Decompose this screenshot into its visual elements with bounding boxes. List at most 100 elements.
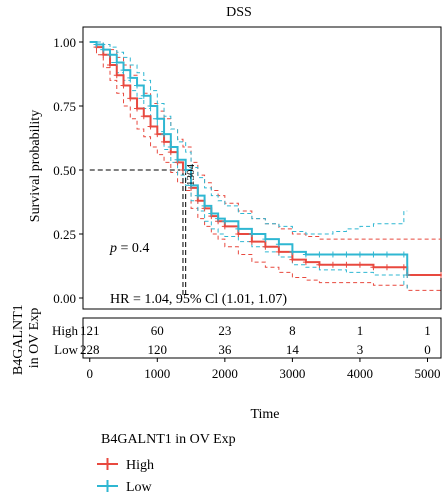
y-tick-label: 0.00 [53, 291, 76, 306]
censor-mark-low [194, 192, 201, 199]
censor-mark-low [215, 215, 222, 222]
censor-mark-low [134, 82, 141, 89]
risk-row-label: High [52, 323, 79, 338]
censor-mark-low [235, 225, 242, 232]
risk-count: 3 [357, 342, 364, 357]
censor-mark-low [127, 74, 134, 81]
y-tick-label: 1.00 [53, 35, 76, 50]
censor-mark-high [107, 62, 114, 69]
risk-count: 23 [218, 323, 231, 338]
censor-marks [93, 41, 442, 278]
x-tick-label: 1000 [144, 366, 170, 381]
censor-mark-high [113, 72, 120, 79]
censor-mark-low [100, 46, 107, 53]
y-axis-label: Survival probability [28, 110, 43, 222]
x-tick-label: 3000 [279, 366, 305, 381]
plot-border [82, 26, 442, 310]
censor-mark-high [370, 264, 377, 271]
risk-count: 60 [151, 323, 164, 338]
x-tick-label: 2000 [212, 366, 238, 381]
y-tick-label: 0.50 [53, 163, 76, 178]
censor-mark-high [140, 113, 147, 120]
censor-mark-low [400, 251, 407, 258]
x-axis-label: Time [250, 407, 279, 422]
x-tick-label: 0 [87, 366, 94, 381]
censor-mark-low [356, 251, 363, 258]
legend-title: B4GALNT1 in OV Exp [101, 432, 236, 447]
p-value-annotation: p = 0.4 [109, 241, 149, 256]
censor-mark-low [343, 251, 350, 258]
censor-mark-low [120, 67, 127, 74]
censor-mark-low [316, 251, 323, 258]
risk-count: 1 [424, 323, 431, 338]
y-tick-label: 0.25 [53, 227, 76, 242]
censor-mark-high [343, 261, 350, 268]
x-axis-ticks: 0 1000 2000 3000 4000 5000 [87, 358, 440, 381]
risk-count: 228 [80, 342, 100, 357]
censor-mark-low [201, 202, 208, 209]
x-tick-label: 4000 [347, 366, 373, 381]
risk-count: 14 [286, 342, 300, 357]
censor-mark-low [248, 231, 255, 237]
censor-mark-low [383, 251, 390, 258]
censor-mark-low [262, 236, 269, 243]
censor-mark-low [167, 143, 174, 150]
censor-mark-low [208, 210, 215, 217]
censor-mark-high [289, 256, 296, 263]
chart-title: DSS [226, 5, 252, 20]
censor-mark-high [100, 51, 107, 58]
censor-mark-high [221, 223, 228, 230]
censor-mark-low [113, 59, 120, 66]
censor-mark-high [400, 264, 407, 271]
x-tick-label: 5000 [414, 366, 440, 381]
censor-mark-high [147, 123, 154, 130]
censor-mark-low [147, 103, 154, 109]
censor-mark-high [120, 82, 127, 89]
censor-mark-high [329, 261, 336, 268]
censor-mark-high [356, 261, 363, 268]
censor-mark-low [107, 51, 114, 58]
ci-upper-low [89, 41, 408, 235]
risk-count: 8 [289, 323, 296, 338]
risk-table: B4GALNT1 in OV Exp High 121 60 23 8 1 1 Low 228 1… [11, 301, 442, 422]
censor-mark-high [194, 197, 201, 204]
censor-mark-low [275, 241, 282, 248]
median-survival-lines [89, 169, 187, 298]
risk-table-title-line-2: in OV Exp [27, 308, 42, 368]
p-symbol: p [109, 241, 117, 256]
censor-mark-high [262, 243, 269, 250]
legend-label-high: High [126, 458, 154, 473]
legend-entries: High Low [97, 458, 154, 495]
censor-mark-high [134, 105, 141, 112]
censor-mark-low [289, 248, 296, 255]
hazard-ratio-annotation: HR = 1.04, 95% Cl (1.01, 1.07) [110, 292, 287, 307]
censor-mark-high [248, 238, 255, 245]
y-axis-ticks: 0.00 0.25 0.50 0.75 1.00 [53, 35, 83, 306]
risk-table-border [82, 317, 442, 359]
censor-mark-low [93, 41, 100, 48]
y-tick-label: 0.75 [53, 99, 76, 114]
censor-mark-high [316, 261, 323, 268]
risk-table-title: B4GALNT1 in OV Exp [11, 301, 42, 375]
legend-label-low: Low [126, 480, 153, 495]
risk-count: 120 [148, 342, 168, 357]
risk-count: 121 [80, 323, 100, 338]
censor-mark-low [221, 218, 228, 225]
plot-panel: 0.00 0.25 0.50 0.75 1.00 Survival probabilit… [28, 26, 442, 310]
censor-mark-high [235, 231, 242, 237]
risk-count: 36 [218, 342, 232, 357]
risk-table-title-line-1: B4GALNT1 [11, 304, 26, 375]
censor-mark-low [370, 251, 377, 258]
censor-mark-low [140, 92, 147, 99]
risk-count: 0 [424, 342, 431, 357]
risk-table-rows: High 121 60 23 8 1 1 Low 228 120 36 14 3 0 [52, 323, 431, 357]
censor-mark-low [174, 156, 181, 163]
censor-mark-high [275, 248, 282, 255]
confidence-bands [89, 41, 441, 291]
censor-mark-high [161, 138, 168, 145]
censor-mark-low [188, 182, 195, 189]
censor-mark-low [182, 167, 189, 173]
censor-mark-high [154, 131, 161, 138]
censor-mark-low [154, 115, 161, 122]
censor-mark-low [302, 251, 309, 258]
